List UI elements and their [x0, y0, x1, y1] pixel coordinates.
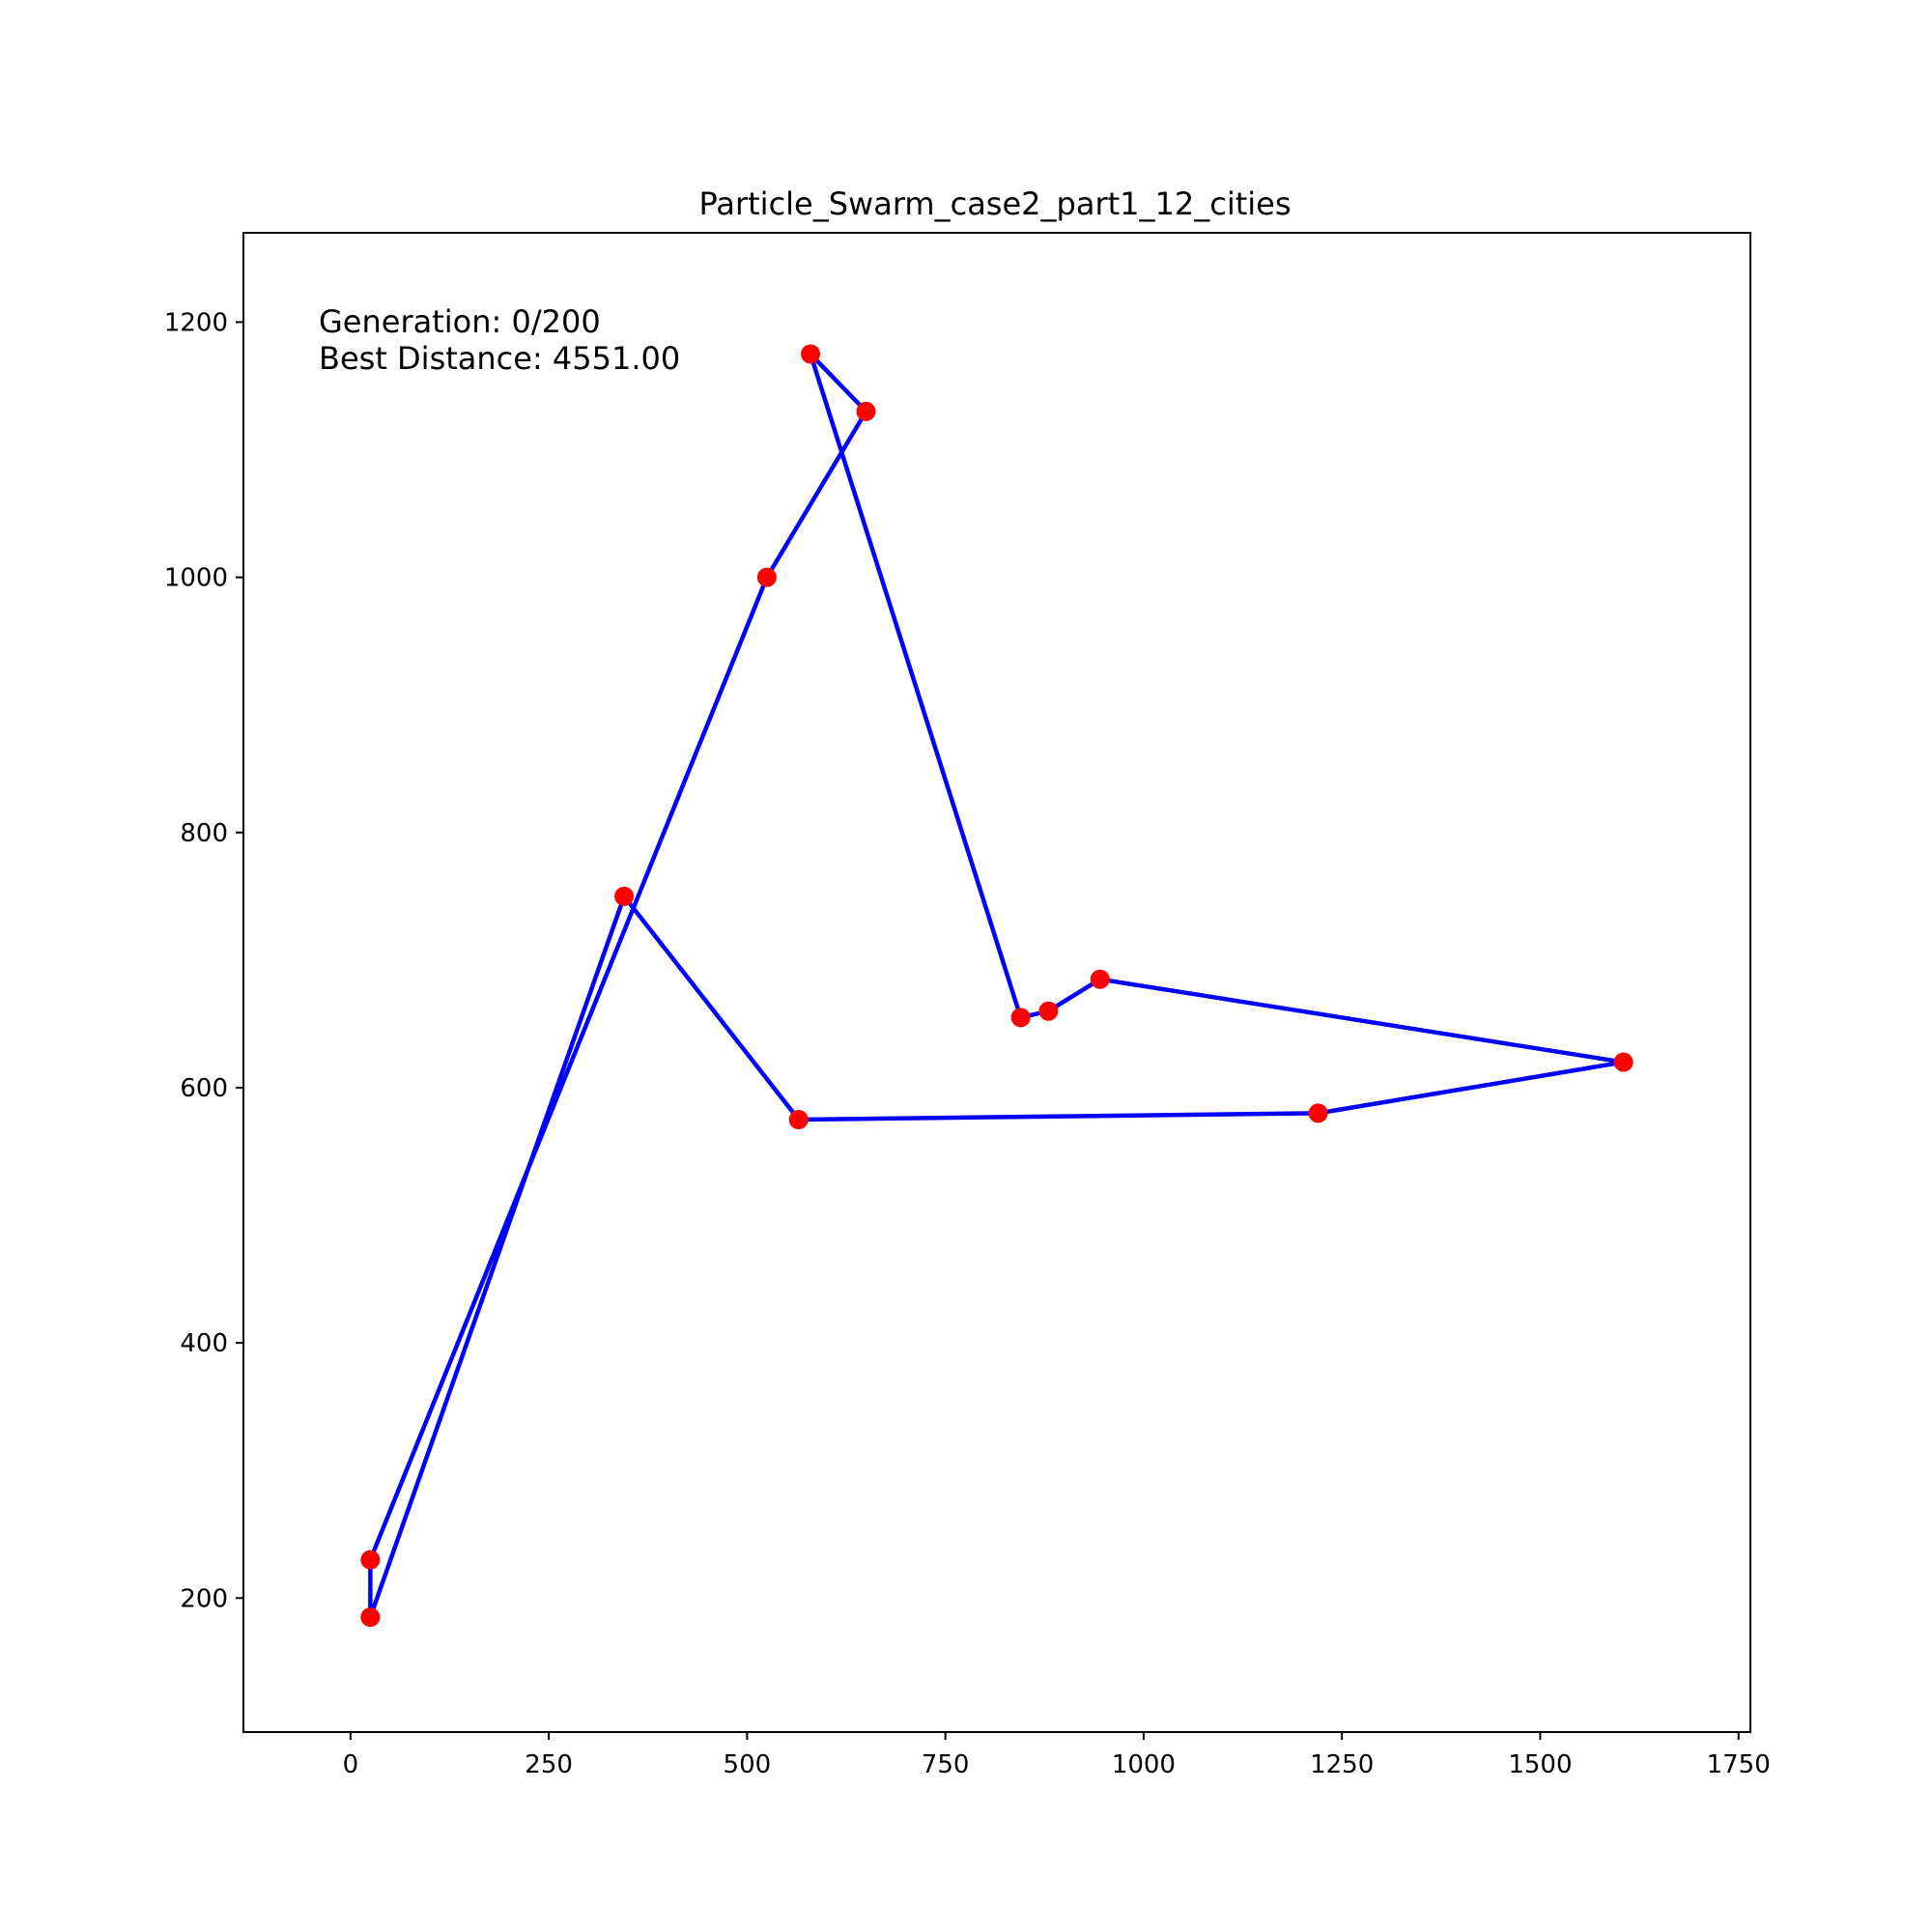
city-point-4: [1308, 1103, 1328, 1123]
plot-area-frame: [242, 232, 1751, 1733]
x-tick-label: 750: [922, 1750, 970, 1779]
x-tick-label: 1000: [1112, 1750, 1176, 1779]
generation-annotation: Generation: 0/200: [319, 303, 601, 340]
city-point-1: [360, 1607, 381, 1628]
x-tick-label: 1750: [1707, 1750, 1771, 1779]
city-point-7: [1038, 1001, 1059, 1021]
x-tick-label: 500: [724, 1750, 772, 1779]
x-tick-label: 0: [343, 1750, 359, 1779]
city-point-12: [360, 1549, 381, 1570]
city-point-9: [801, 344, 821, 364]
city-point-6: [1090, 969, 1110, 989]
x-tick-label: 1250: [1310, 1750, 1374, 1779]
city-points: [360, 344, 1634, 1628]
best-distance-annotation: Best Distance: 4551.00: [319, 340, 680, 377]
city-point-2: [614, 886, 635, 906]
y-tick-label: 400: [180, 1329, 228, 1358]
y-tick-label: 1000: [164, 564, 228, 593]
y-tick-label: 800: [180, 819, 228, 848]
x-axis-ticks: 0 250 500 750 1000 1250 1500 1750: [343, 1732, 1771, 1779]
x-tick-label: 1500: [1508, 1750, 1572, 1779]
city-point-8: [1010, 1008, 1031, 1028]
city-point-5: [1613, 1052, 1634, 1072]
y-axis-ticks: 200 400 600 800 1000 1200: [164, 308, 243, 1613]
city-point-3: [788, 1109, 809, 1129]
city-point-11: [756, 567, 777, 587]
x-tick-label: 250: [525, 1750, 573, 1779]
y-tick-label: 200: [180, 1584, 228, 1613]
city-point-10: [856, 401, 876, 421]
y-tick-label: 1200: [164, 308, 228, 337]
y-tick-label: 600: [180, 1074, 228, 1103]
chart-title: Particle_Swarm_case2_part1_12_cities: [699, 185, 1292, 222]
